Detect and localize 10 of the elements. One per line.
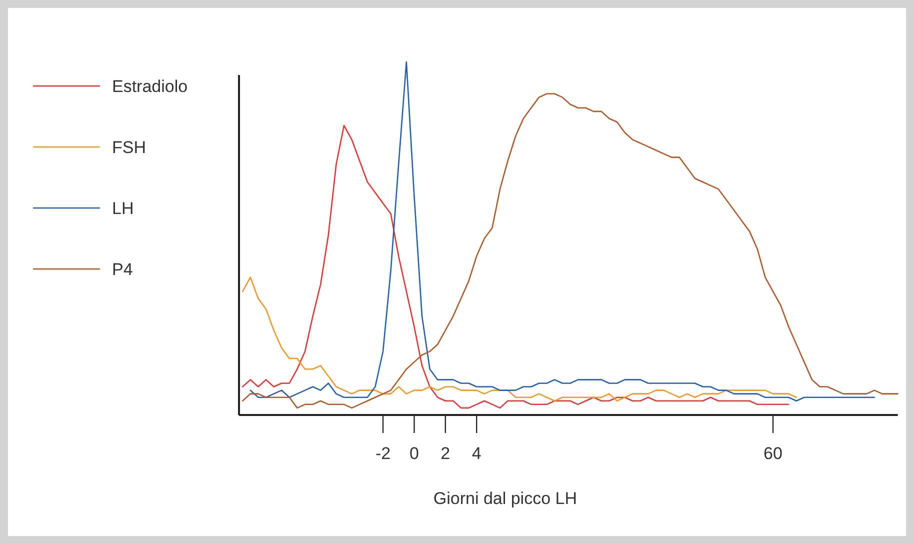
legend-label: LH: [112, 199, 134, 218]
x-tick-label: 4: [472, 444, 482, 463]
x-tick-label: 60: [764, 444, 782, 463]
x-tick-label: 0: [409, 444, 419, 463]
legend-label: FSH: [112, 138, 146, 157]
x-tick-label: 2: [440, 444, 450, 463]
x-tick-label: -2: [375, 444, 391, 463]
x-axis-title: Giorni dal picco LH: [433, 489, 578, 508]
legend-label: P4: [112, 260, 133, 279]
legend-label: Estradiolo: [112, 77, 188, 96]
